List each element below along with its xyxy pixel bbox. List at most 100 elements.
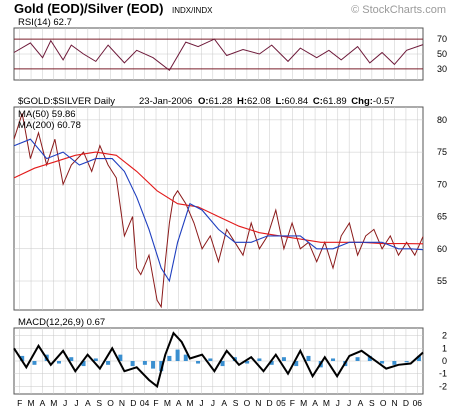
rsi-label: RSI(14) 62.7 (18, 17, 72, 28)
chart-symbol: INDX/INDX (172, 6, 213, 15)
x-tick-label: F (153, 398, 158, 408)
macd-histogram (20, 349, 421, 372)
price-y-tick-label: 75 (437, 147, 447, 157)
x-tick-label: J (211, 398, 215, 408)
macd-histogram-bar (331, 358, 336, 361)
macd-y-tick-label: 2 (442, 331, 447, 341)
x-axis-month-labels: F M A M J J A S O N D 04 F M A M J J A S O N D 05 F M A M J J A S O N D 06 (17, 398, 422, 408)
price-label: $GOLD:$SILVER Daily (18, 96, 115, 107)
macd-histogram-bar (69, 357, 74, 361)
x-tick-label: D (130, 398, 136, 408)
x-tick-label: A (85, 398, 91, 408)
x-tick-label: M (300, 398, 307, 408)
x-tick-label: A (312, 398, 318, 408)
x-tick-label: J (347, 398, 351, 408)
macd-histogram-bar (118, 354, 123, 361)
x-tick-label: A (358, 398, 364, 408)
macd-y-tick-label: 1 (442, 343, 447, 353)
macd-histogram-bar (306, 355, 311, 361)
x-tick-label: J (199, 398, 203, 408)
macd-y-ticks: 2 1 0 -1 -2 (439, 331, 447, 392)
price-y-tick-label: 60 (437, 244, 447, 254)
x-tick-label: M (187, 398, 194, 408)
macd-histogram-bar (151, 361, 156, 369)
macd-histogram-bar (159, 361, 164, 372)
x-tick-label: N (119, 398, 125, 408)
price-y-tick-label: 65 (437, 212, 447, 222)
macd-histogram-bar (20, 355, 25, 361)
macd-series-line (13, 331, 424, 389)
price-gridlines (14, 107, 423, 310)
price-panel: $GOLD:$SILVER Daily 23-Jan-2006 O:61.28 … (13, 96, 447, 311)
macd-histogram-bar (167, 355, 172, 361)
macd-histogram-bar (130, 361, 135, 367)
x-tick-label: S (96, 398, 102, 408)
price-panel-frame (13, 106, 424, 311)
macd-label: MACD(12,26,9) 0.67 (18, 317, 105, 328)
macd-histogram-bar (175, 349, 180, 361)
macd-panel: MACD(12,26,9) 0.67 2 1 0 -1 -2 (13, 317, 447, 395)
x-tick-label: J (336, 398, 340, 408)
x-tick-label: J (74, 398, 78, 408)
x-tick-label: M (164, 398, 171, 408)
macd-histogram-bar (416, 355, 421, 361)
x-tick-label: O (107, 398, 114, 408)
x-tick-label: F (17, 398, 22, 408)
rsi-reference-lines (14, 38, 423, 70)
macd-histogram-bar (208, 358, 213, 361)
price-y-ticks: 80 75 70 65 60 55 (437, 115, 447, 286)
macd-histogram-bar (404, 361, 409, 363)
macd-histogram-bar (220, 361, 225, 367)
x-tick-label: F (290, 398, 295, 408)
macd-histogram-bar (56, 361, 61, 364)
macd-histogram-bar (196, 361, 201, 364)
macd-histogram-bar (106, 361, 111, 365)
x-tick-label: S (233, 398, 239, 408)
x-tick-label: N (255, 398, 261, 408)
x-tick-label: A (40, 398, 46, 408)
watermark: © StockCharts.com (351, 4, 446, 16)
x-tick-label: M (323, 398, 330, 408)
macd-histogram-bar (367, 355, 372, 361)
macd-histogram-bar (32, 361, 37, 365)
x-tick-label: N (392, 398, 398, 408)
ma50-series-line (13, 138, 424, 283)
price-y-tick-label: 70 (437, 179, 447, 189)
macd-histogram-bar (142, 361, 147, 365)
x-tick-label: O (380, 398, 387, 408)
x-tick-label: A (221, 398, 227, 408)
x-tick-label: D (267, 398, 273, 408)
macd-y-tick-label: -2 (439, 381, 447, 391)
x-tick-label: D (403, 398, 409, 408)
macd-histogram-bar (269, 361, 274, 365)
x-tick-label: M (50, 398, 57, 408)
macd-histogram-bar (281, 357, 286, 361)
rsi-y-tick-label: 70 (437, 34, 447, 44)
x-tick-label: O (244, 398, 251, 408)
rsi-y-tick-label: 50 (437, 49, 447, 59)
macd-histogram-bar (392, 361, 397, 365)
x-tick-label: 06 (413, 398, 423, 408)
x-tick-label: 04 (140, 398, 150, 408)
chart-title: Gold (EOD)/Silver (EOD) (14, 1, 164, 16)
x-tick-label: A (176, 398, 182, 408)
x-tick-label: M (27, 398, 34, 408)
x-tick-label: S (369, 398, 375, 408)
price-y-tick-label: 55 (437, 276, 447, 286)
macd-y-tick-label: -1 (439, 369, 447, 379)
macd-histogram-bar (257, 358, 262, 361)
x-tick-label: J (63, 398, 67, 408)
macd-histogram-bar (183, 354, 188, 361)
macd-y-tick-label: 0 (442, 356, 447, 366)
macd-histogram-bar (245, 361, 250, 364)
macd-histogram-bar (355, 357, 360, 361)
ma200-legend: MA(200) 60.78 (18, 120, 81, 131)
macd-histogram-bar (294, 361, 299, 367)
rsi-panel: RSI(14) 62.7 70 50 30 (13, 17, 447, 81)
price-y-tick-label: 80 (437, 115, 447, 125)
macd-histogram-bar (81, 361, 86, 367)
macd-histogram-bar (93, 358, 98, 361)
macd-histogram-bar (380, 361, 385, 364)
ma50-legend: MA(50) 59.86 (18, 109, 76, 120)
